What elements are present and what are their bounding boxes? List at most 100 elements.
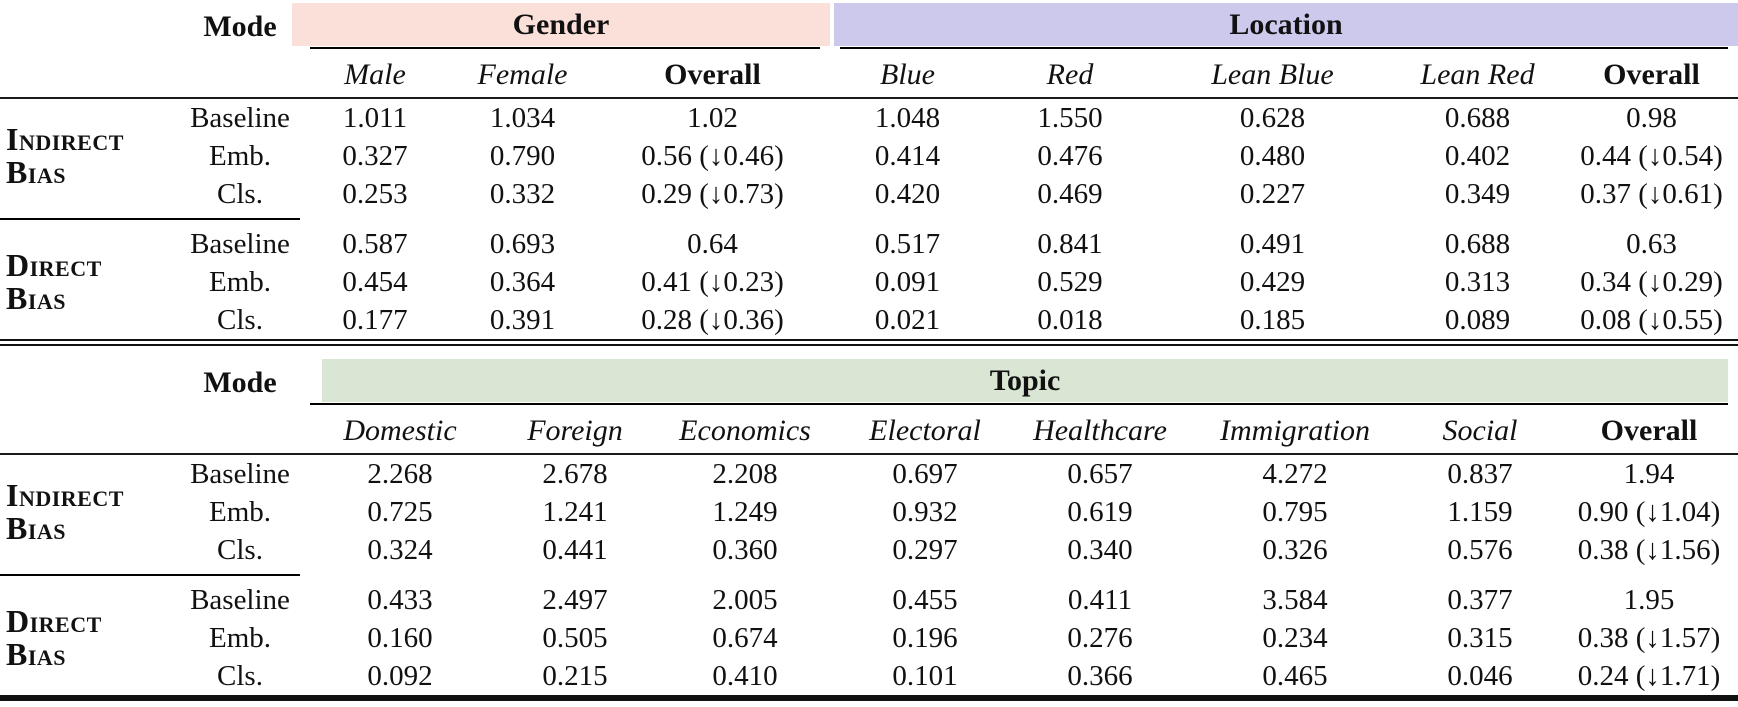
value-cell: 0.688 <box>1444 227 1511 260</box>
value-cell: 1.048 <box>874 101 941 134</box>
value-cell: 3.584 <box>1262 583 1328 616</box>
value-cell: 2.005 <box>712 583 778 616</box>
mode-cell-cls-: Cls. <box>217 533 263 566</box>
value-cell: 1.95 <box>1623 583 1675 616</box>
value-cell: 1.159 <box>1447 495 1513 528</box>
value-cell: 0.657 <box>1067 457 1133 490</box>
mode-cell-baseline: Baseline <box>190 457 290 490</box>
value-cell: 0.725 <box>367 495 433 528</box>
row-group-label-direct-bias: Direct Bias <box>0 581 180 695</box>
column-header-overall: Overall <box>664 58 761 91</box>
mode-cell-cls-: Cls. <box>217 303 263 336</box>
value-cell: 1.249 <box>712 495 778 528</box>
value-cell: 0.529 <box>1037 265 1103 298</box>
row-group-label-line: Indirect <box>6 120 124 157</box>
value-cell: 0.160 <box>367 621 433 654</box>
value-cell: 0.021 <box>874 303 941 336</box>
section-divider-rule <box>0 218 300 220</box>
value-cell: 1.550 <box>1037 101 1103 134</box>
header-separator-rule <box>0 97 1738 99</box>
value-cell: 0.38 (↓1.57) <box>1577 621 1721 654</box>
column-header-female: Female <box>477 58 568 91</box>
column-header-overall: Overall <box>1600 414 1698 447</box>
row-group-label-line: Direct <box>6 246 102 283</box>
value-cell: 0.628 <box>1239 101 1306 134</box>
value-cell: 0.697 <box>892 457 958 490</box>
mode-cell-emb-: Emb. <box>208 495 272 528</box>
demographic-bias-table: Mode Gender Male Female Overall Location Blue R… <box>0 0 1738 346</box>
column-header-social: Social <box>1442 414 1518 447</box>
mode-column-header: Mode <box>203 10 277 43</box>
value-cell: 0.505 <box>542 621 608 654</box>
value-cell: 0.469 <box>1037 177 1103 210</box>
value-cell: 0.476 <box>1037 139 1103 172</box>
group-underline-rule <box>310 403 1728 405</box>
mode-column-header: Mode <box>203 366 277 399</box>
value-cell: 0.327 <box>342 139 408 172</box>
mode-cell-emb-: Emb. <box>208 265 272 298</box>
header-separator-rule <box>0 453 1738 455</box>
value-cell: 0.227 <box>1239 177 1306 210</box>
value-cell: 0.932 <box>892 495 958 528</box>
section-divider-rule <box>0 574 300 576</box>
value-cell: 0.44 (↓0.54) <box>1580 139 1723 172</box>
value-cell: 0.092 <box>367 659 433 692</box>
value-cell: 0.185 <box>1239 303 1306 336</box>
value-cell: 2.208 <box>712 457 778 490</box>
value-cell: 0.433 <box>367 583 433 616</box>
value-cell: 0.98 <box>1626 101 1677 134</box>
column-header-electoral: Electoral <box>869 414 981 447</box>
value-cell: 0.313 <box>1444 265 1511 298</box>
value-cell: 0.101 <box>892 659 958 692</box>
row-group-label-indirect-bias: Indirect Bias <box>0 99 180 213</box>
column-header-blue: Blue <box>880 58 935 91</box>
table-bottom-rule <box>0 695 1738 701</box>
value-cell: 0.340 <box>1067 533 1133 566</box>
value-cell: 0.491 <box>1239 227 1306 260</box>
column-header-red: Red <box>1046 58 1094 91</box>
row-group-label-line: Indirect <box>6 476 124 513</box>
value-cell: 0.38 (↓1.56) <box>1577 533 1721 566</box>
value-cell: 0.674 <box>712 621 778 654</box>
value-cell: 2.268 <box>367 457 433 490</box>
value-cell: 0.215 <box>542 659 608 692</box>
value-cell: 0.455 <box>892 583 958 616</box>
value-cell: 0.326 <box>1262 533 1328 566</box>
value-cell: 0.332 <box>489 177 556 210</box>
row-group-label-direct-bias: Direct Bias <box>0 225 180 339</box>
value-cell: 0.046 <box>1447 659 1513 692</box>
value-cell: 0.28 (↓0.36) <box>641 303 784 336</box>
column-header-healthcare: Healthcare <box>1033 414 1167 447</box>
value-cell: 0.377 <box>1447 583 1513 616</box>
value-cell: 0.420 <box>874 177 941 210</box>
value-cell: 0.837 <box>1447 457 1513 490</box>
value-cell: 0.790 <box>489 139 556 172</box>
column-header-immigration: Immigration <box>1220 414 1370 447</box>
value-cell: 0.34 (↓0.29) <box>1580 265 1723 298</box>
row-group-label-line: Bias <box>6 154 67 190</box>
value-cell: 0.63 <box>1626 227 1677 260</box>
mode-cell-cls-: Cls. <box>217 659 263 692</box>
value-cell: 0.364 <box>489 265 556 298</box>
value-cell: 0.29 (↓0.73) <box>641 177 784 210</box>
mode-cell-baseline: Baseline <box>190 227 290 260</box>
column-header-lean-red: Lean Red <box>1420 58 1535 91</box>
topic-bias-table: Mode Topic Domestic Foreign Economics Elector… <box>0 356 1738 701</box>
column-header-foreign: Foreign <box>527 414 623 447</box>
value-cell: 0.089 <box>1444 303 1511 336</box>
value-cell: 0.349 <box>1444 177 1511 210</box>
value-cell: 0.196 <box>892 621 958 654</box>
value-cell: 0.366 <box>1067 659 1133 692</box>
column-header-domestic: Domestic <box>343 414 457 447</box>
column-header-overall: Overall <box>1603 58 1700 91</box>
value-cell: 0.576 <box>1447 533 1513 566</box>
row-group-label-indirect-bias: Indirect Bias <box>0 455 180 569</box>
value-cell: 0.688 <box>1444 101 1511 134</box>
value-cell: 0.37 (↓0.61) <box>1580 177 1723 210</box>
value-cell: 0.841 <box>1037 227 1103 260</box>
value-cell: 0.324 <box>367 533 433 566</box>
value-cell: 0.234 <box>1262 621 1328 654</box>
value-cell: 1.02 <box>687 101 738 134</box>
mode-cell-baseline: Baseline <box>190 583 290 616</box>
